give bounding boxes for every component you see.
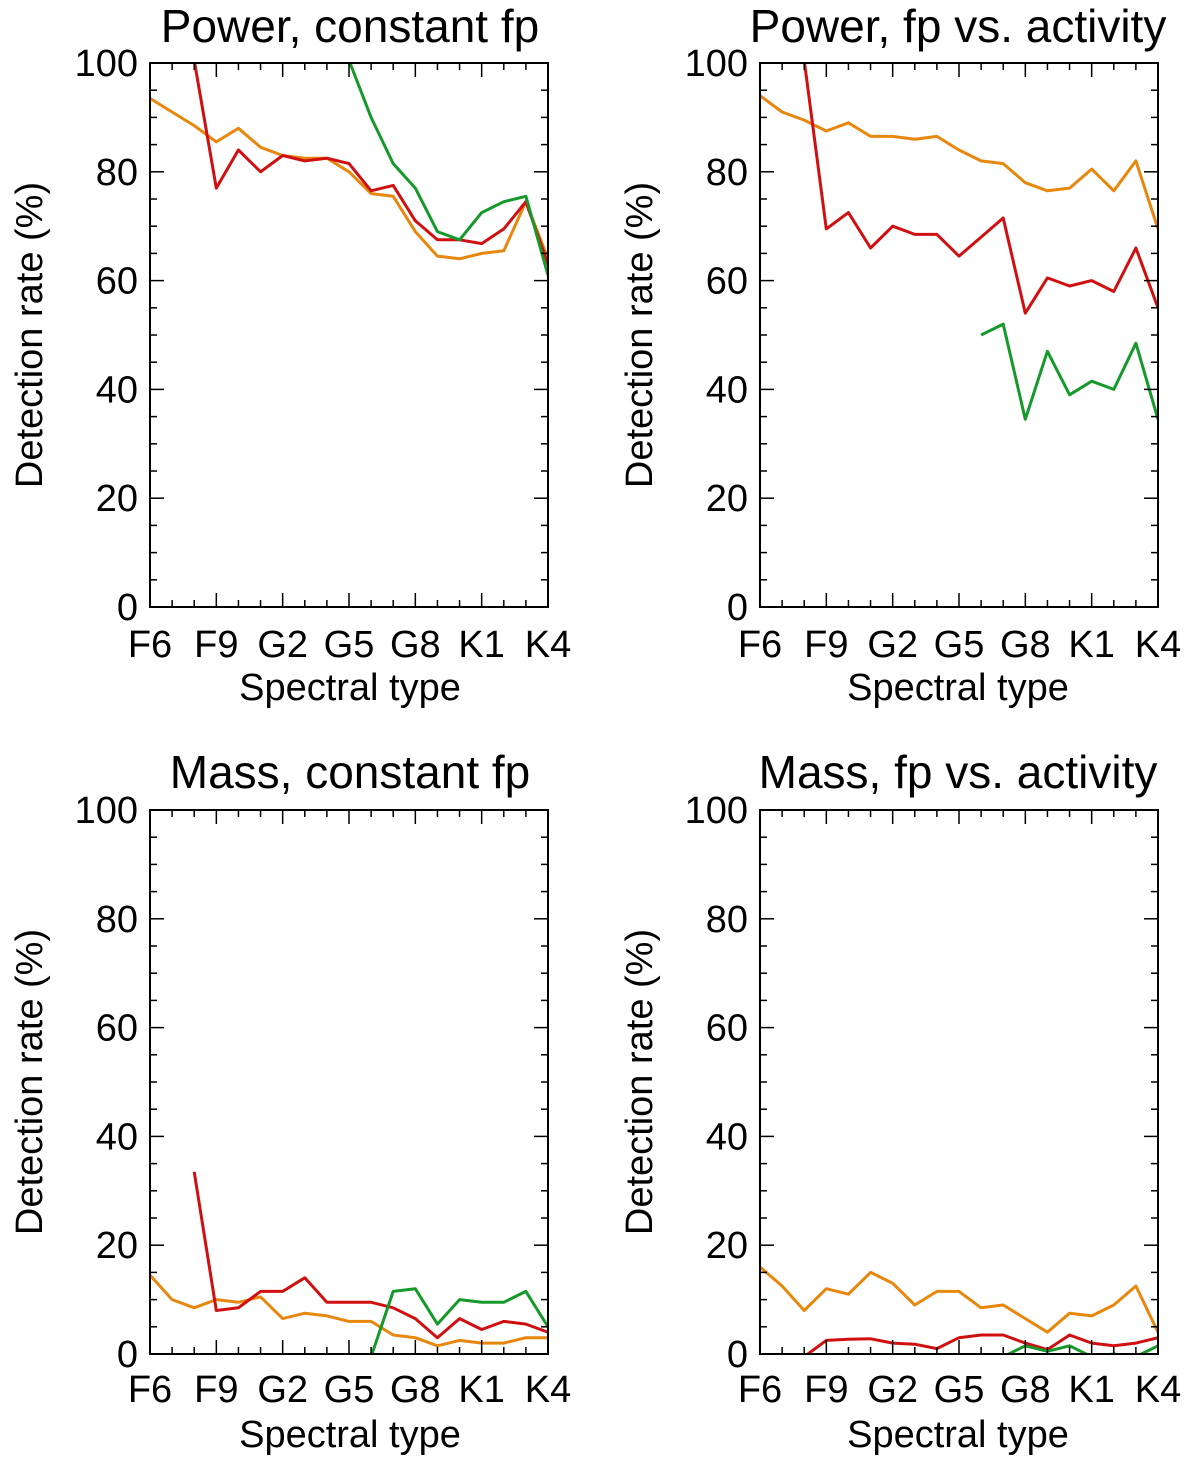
y-tick-label: 60: [96, 261, 138, 303]
x-tick-label: K4: [525, 624, 571, 666]
x-tick-label: G2: [257, 1369, 308, 1411]
y-tick-label: 80: [96, 899, 138, 941]
y-tick-label: 80: [706, 152, 748, 194]
x-tick-label: F9: [194, 624, 238, 666]
y-tick-label: 20: [96, 478, 138, 520]
y-tick-label: 40: [96, 1116, 138, 1158]
chart-title: Mass, fp vs. activity: [759, 746, 1158, 798]
series-green-line: [348, 63, 548, 276]
plot-area: [760, 63, 1158, 421]
series-orange-line: [760, 1265, 1158, 1334]
y-axis-label: Detection rate (%): [619, 929, 661, 1235]
x-axis-label: Spectral type: [239, 1414, 461, 1456]
series-red-line: [803, 63, 1158, 315]
y-axis-label: Detection rate (%): [9, 182, 51, 488]
y-tick-label: 20: [706, 1225, 748, 1267]
x-tick-label: G8: [390, 624, 441, 666]
y-tick-label: 100: [685, 43, 748, 85]
panel-power-constant-fp: Power, constant fp F6 F9 G2 G5 G8 K1 K4 0 20 40 60 8…: [9, 0, 571, 709]
x-tick-label: G8: [390, 1369, 441, 1411]
y-tick-label: 20: [96, 1225, 138, 1267]
x-tick-label: F6: [738, 624, 782, 666]
x-axis-label: Spectral type: [847, 1414, 1069, 1456]
x-tick-label: G5: [324, 624, 375, 666]
x-tick-label: G2: [867, 1369, 918, 1411]
y-tick-label: 100: [75, 43, 138, 85]
plot-area: [150, 63, 548, 276]
y-tick-label: 40: [706, 369, 748, 411]
x-tick-label: G2: [867, 624, 918, 666]
x-tick-label: G5: [934, 624, 985, 666]
y-tick-label: 100: [685, 790, 748, 832]
panel-mass-fp-vs-activity: Mass, fp vs. activity F6 F9 G2 G5 G8 K1 K4 0 20 40…: [619, 746, 1181, 1456]
series-green-line: [370, 1287, 548, 1354]
x-tick-label: F9: [194, 1369, 238, 1411]
y-axis-label: Detection rate (%): [9, 929, 51, 1235]
y-tick-label: 20: [706, 478, 748, 520]
x-tick-label: G5: [934, 1369, 985, 1411]
y-tick-label: 80: [96, 152, 138, 194]
y-tick-label: 0: [727, 587, 748, 629]
axes-frame: [759, 62, 1159, 608]
axes-frame: [759, 809, 1159, 1355]
y-axis-label: Detection rate (%): [619, 182, 661, 488]
x-axis-label: Spectral type: [847, 667, 1069, 709]
series-orange-line: [760, 94, 1158, 230]
y-tick-label: 40: [706, 1116, 748, 1158]
y-tick-label: 100: [75, 790, 138, 832]
chart-title: Power, fp vs. activity: [750, 0, 1167, 52]
panel-mass-constant-fp: Mass, constant fp F6 F9 G2 G5 G8 K1 K4 0 20 40 60 80…: [9, 746, 571, 1456]
x-tick-label: F6: [128, 624, 172, 666]
x-tick-label: G2: [257, 624, 308, 666]
x-tick-label: G8: [1000, 1369, 1051, 1411]
x-tick-label: K1: [458, 1369, 504, 1411]
x-tick-label: F9: [804, 1369, 848, 1411]
x-tick-label: K4: [525, 1369, 571, 1411]
x-tick-label: K1: [1068, 1369, 1114, 1411]
y-tick-label: 0: [727, 1334, 748, 1376]
panel-power-fp-vs-activity: Power, fp vs. activity F6 F9 G2 G5 G8 K1 K4 0 20 4…: [619, 0, 1181, 709]
plot-area: [150, 1171, 548, 1354]
chart-title: Mass, constant fp: [170, 746, 531, 798]
y-tick-label: 80: [706, 899, 748, 941]
x-tick-label: F6: [128, 1369, 172, 1411]
series-green-line: [980, 322, 1158, 421]
x-axis-label: Spectral type: [239, 667, 461, 709]
series-orange-line: [150, 97, 548, 261]
series-red-line: [805, 1333, 1158, 1354]
x-tick-label: F6: [738, 1369, 782, 1411]
x-tick-label: K1: [1068, 624, 1114, 666]
x-tick-label: K1: [458, 624, 504, 666]
series-red-line: [193, 63, 548, 265]
x-tick-label: G8: [1000, 624, 1051, 666]
y-tick-label: 60: [706, 261, 748, 303]
y-tick-label: 0: [117, 1334, 138, 1376]
x-tick-label: F9: [804, 624, 848, 666]
x-tick-label: G5: [324, 1369, 375, 1411]
x-tick-label: K4: [1135, 624, 1181, 666]
chart-title: Power, constant fp: [161, 0, 539, 52]
series-orange-line: [150, 1274, 548, 1348]
y-tick-label: 60: [706, 1008, 748, 1050]
x-tick-label: K4: [1135, 1369, 1181, 1411]
y-tick-label: 40: [96, 369, 138, 411]
series-red-line: [192, 1171, 548, 1340]
y-tick-label: 0: [117, 587, 138, 629]
y-tick-label: 60: [96, 1008, 138, 1050]
